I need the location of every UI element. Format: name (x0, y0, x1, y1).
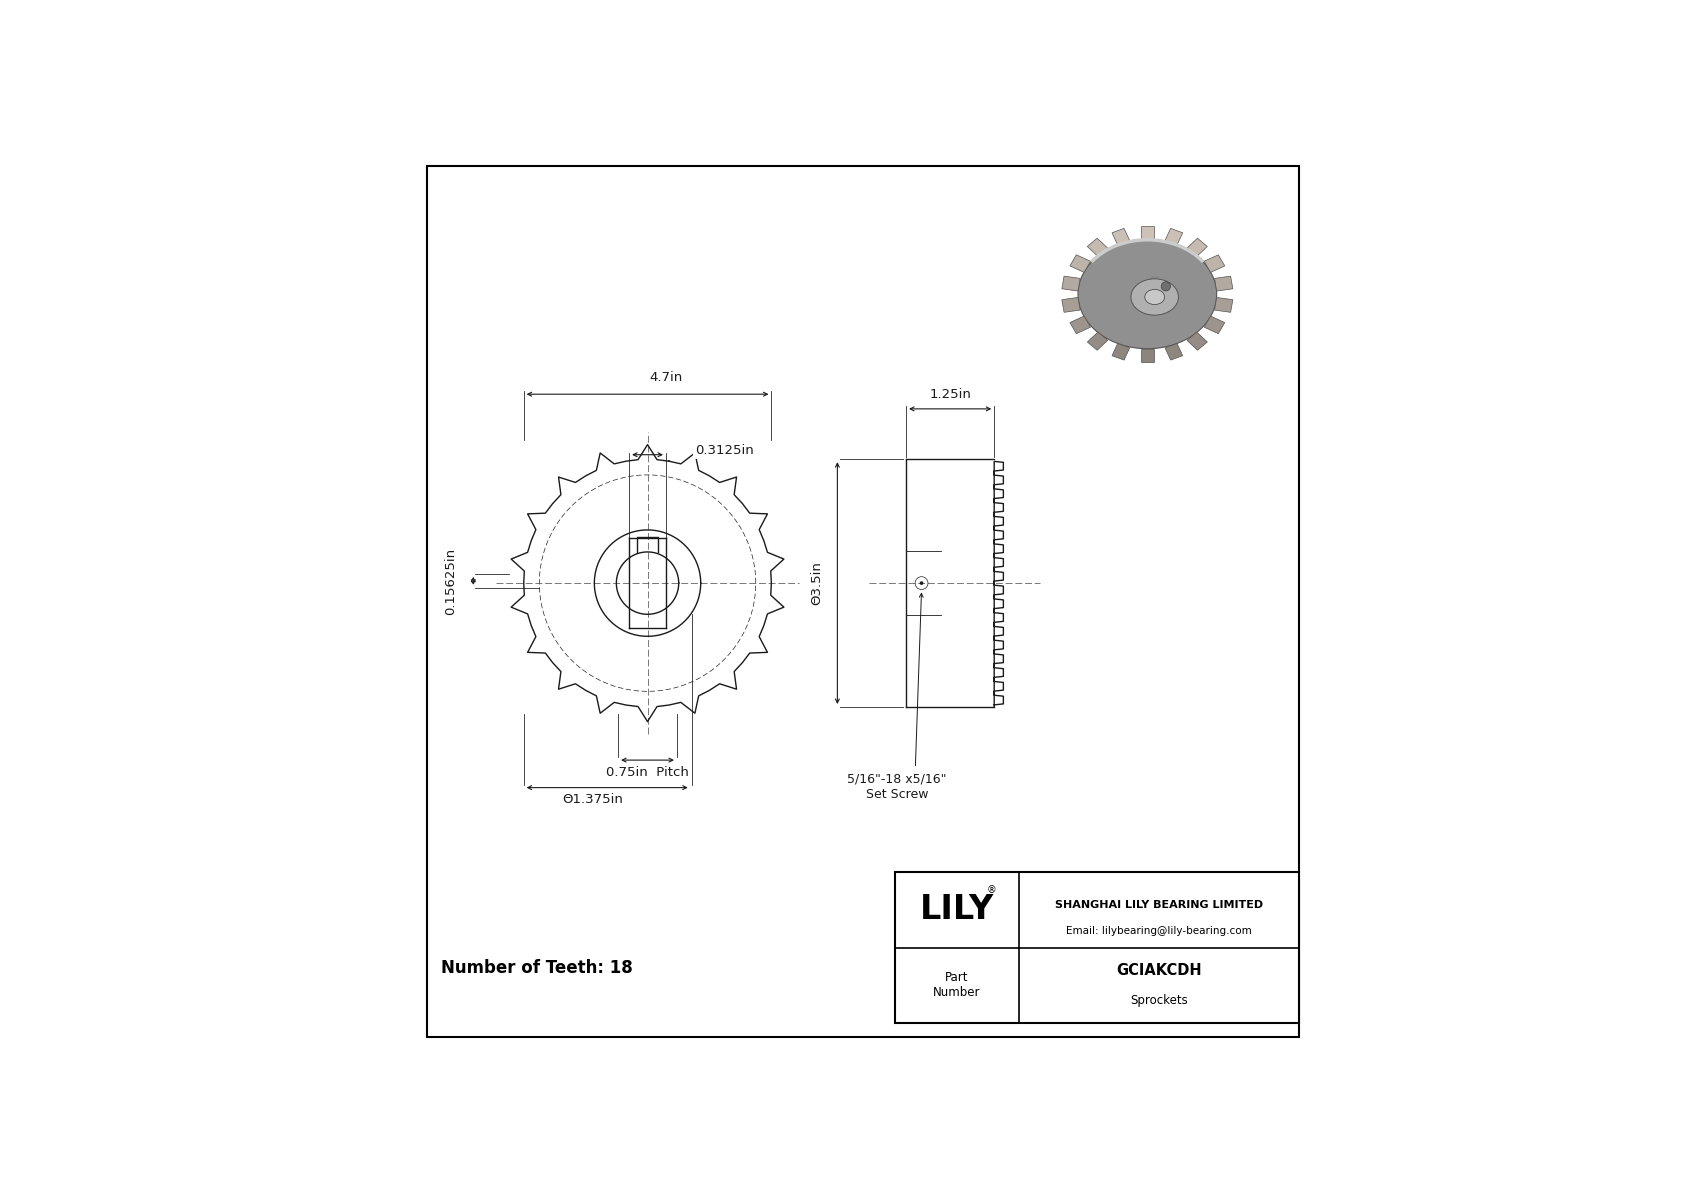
Polygon shape (1214, 276, 1233, 291)
Text: LILY: LILY (919, 893, 994, 927)
Ellipse shape (1078, 239, 1216, 349)
Text: 0.75in  Pitch: 0.75in Pitch (606, 766, 689, 779)
Polygon shape (1069, 255, 1091, 273)
Polygon shape (1063, 298, 1079, 312)
Polygon shape (1111, 229, 1130, 245)
Circle shape (919, 581, 923, 585)
FancyBboxPatch shape (428, 166, 1298, 1037)
Ellipse shape (1145, 289, 1165, 305)
Polygon shape (1204, 255, 1224, 273)
Text: GCIAKCDH: GCIAKCDH (1116, 962, 1202, 978)
Text: Part
Number: Part Number (933, 972, 980, 999)
Polygon shape (1111, 343, 1130, 360)
Polygon shape (1069, 316, 1091, 333)
FancyBboxPatch shape (896, 872, 1298, 1023)
Polygon shape (1088, 238, 1108, 256)
Text: 0.3125in: 0.3125in (695, 443, 754, 456)
Polygon shape (1088, 332, 1108, 350)
Text: SHANGHAI LILY BEARING LIMITED: SHANGHAI LILY BEARING LIMITED (1054, 900, 1263, 910)
Polygon shape (1063, 276, 1079, 291)
Text: Θ1.375in: Θ1.375in (562, 793, 623, 806)
Circle shape (1162, 282, 1170, 291)
Text: 5/16"-18 x5/16"
Set Screw: 5/16"-18 x5/16" Set Screw (847, 773, 946, 800)
Polygon shape (1204, 316, 1224, 333)
Text: Sprockets: Sprockets (1130, 994, 1187, 1008)
Text: 1.25in: 1.25in (930, 388, 972, 400)
Polygon shape (1187, 238, 1207, 256)
FancyBboxPatch shape (1152, 276, 1159, 313)
Text: ®: ® (987, 885, 997, 894)
Polygon shape (1142, 226, 1154, 239)
Text: Number of Teeth: 18: Number of Teeth: 18 (441, 959, 633, 978)
Text: Θ3.5in: Θ3.5in (810, 561, 823, 605)
Text: Email: lilybearing@lily-bearing.com: Email: lilybearing@lily-bearing.com (1066, 927, 1251, 936)
Polygon shape (1165, 229, 1182, 245)
Text: 0.15625in: 0.15625in (445, 548, 456, 615)
Polygon shape (1187, 332, 1207, 350)
Polygon shape (1214, 298, 1233, 312)
Text: 4.7in: 4.7in (650, 372, 682, 385)
Polygon shape (1165, 343, 1182, 360)
Polygon shape (1142, 349, 1154, 362)
Ellipse shape (1132, 279, 1179, 316)
